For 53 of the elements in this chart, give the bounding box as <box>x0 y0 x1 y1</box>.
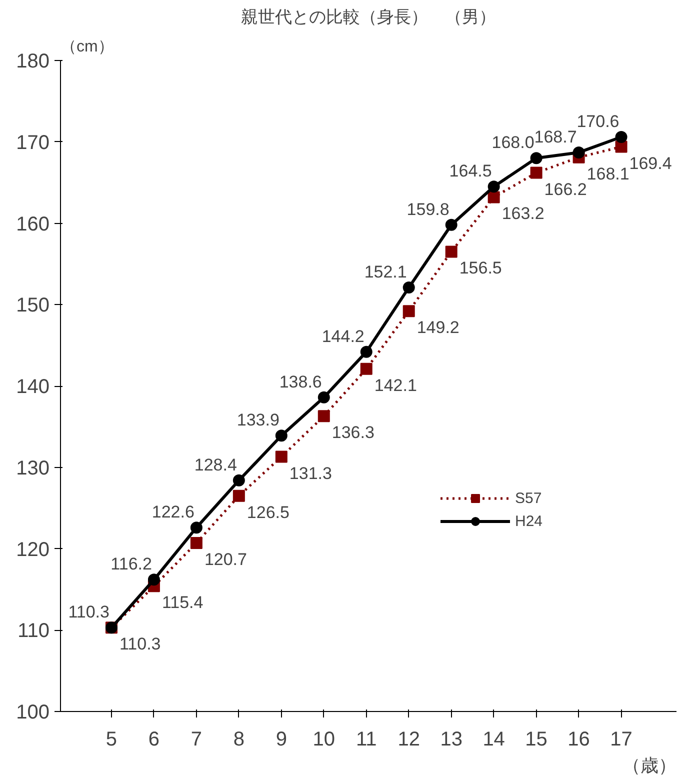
chart-title: 親世代との比較（身長） （男） <box>241 8 496 26</box>
x-tick-label: 13 <box>440 728 462 750</box>
x-axis-title: （歳） <box>622 756 676 776</box>
data-label: 164.5 <box>449 162 492 181</box>
x-tick-label: 16 <box>568 728 590 750</box>
data-label: 136.3 <box>332 423 374 442</box>
data-label: 128.4 <box>194 455 237 474</box>
x-tick-label: 6 <box>148 728 160 750</box>
data-label: 168.7 <box>534 127 577 146</box>
x-tick-label: 11 <box>356 728 377 750</box>
x-tick-label: 7 <box>190 728 202 750</box>
y-tick-label: 120 <box>16 538 50 561</box>
data-label: 131.3 <box>289 464 332 483</box>
data-label: 120.7 <box>204 550 247 570</box>
data-label: 126.5 <box>246 502 290 522</box>
data-label: 159.8 <box>406 200 450 219</box>
data-label: 115.4 <box>162 593 204 612</box>
data-label: 149.2 <box>416 318 460 338</box>
y-tick-label: 150 <box>16 294 50 317</box>
data-label: 144.2 <box>322 326 364 346</box>
data-label: 166.2 <box>544 180 587 199</box>
data-label: 163.2 <box>502 204 544 224</box>
x-tick-label: 9 <box>276 728 287 750</box>
x-tick-label: 10 <box>312 728 336 750</box>
data-label: 110.3 <box>119 634 161 654</box>
data-label: 116.2 <box>110 554 152 574</box>
y-tick-label: 130 <box>16 457 50 480</box>
data-label: 168.1 <box>586 164 630 184</box>
x-tick-label: 14 <box>482 728 505 750</box>
y-tick-label: 140 <box>16 376 50 398</box>
data-label: 170.6 <box>576 112 620 131</box>
y-axis-title: （cm） <box>60 38 114 56</box>
y-tick-label: 110 <box>18 620 50 642</box>
data-label: 142.1 <box>374 376 417 395</box>
y-tick-label: 170 <box>16 132 50 154</box>
data-label: 168.0 <box>492 133 534 152</box>
data-label: 110.3 <box>68 602 110 622</box>
data-label: 156.5 <box>459 258 502 278</box>
data-label: 169.4 <box>629 154 672 173</box>
data-label: 152.1 <box>364 262 407 282</box>
x-tick-label: 8 <box>233 728 244 750</box>
legend-label: S57 <box>515 490 542 506</box>
x-tick-label: 17 <box>610 728 632 750</box>
y-tick-label: 180 <box>16 50 50 72</box>
y-tick-label: 100 <box>16 702 50 724</box>
y-tick-label: 160 <box>16 213 50 236</box>
x-tick-label: 15 <box>525 728 548 750</box>
x-tick-label: 5 <box>106 728 118 750</box>
data-label: 122.6 <box>152 502 194 522</box>
data-label: 138.6 <box>279 372 322 392</box>
x-tick-label: 12 <box>398 728 420 750</box>
data-label: 133.9 <box>236 410 280 430</box>
legend-label: H24 <box>515 512 543 530</box>
